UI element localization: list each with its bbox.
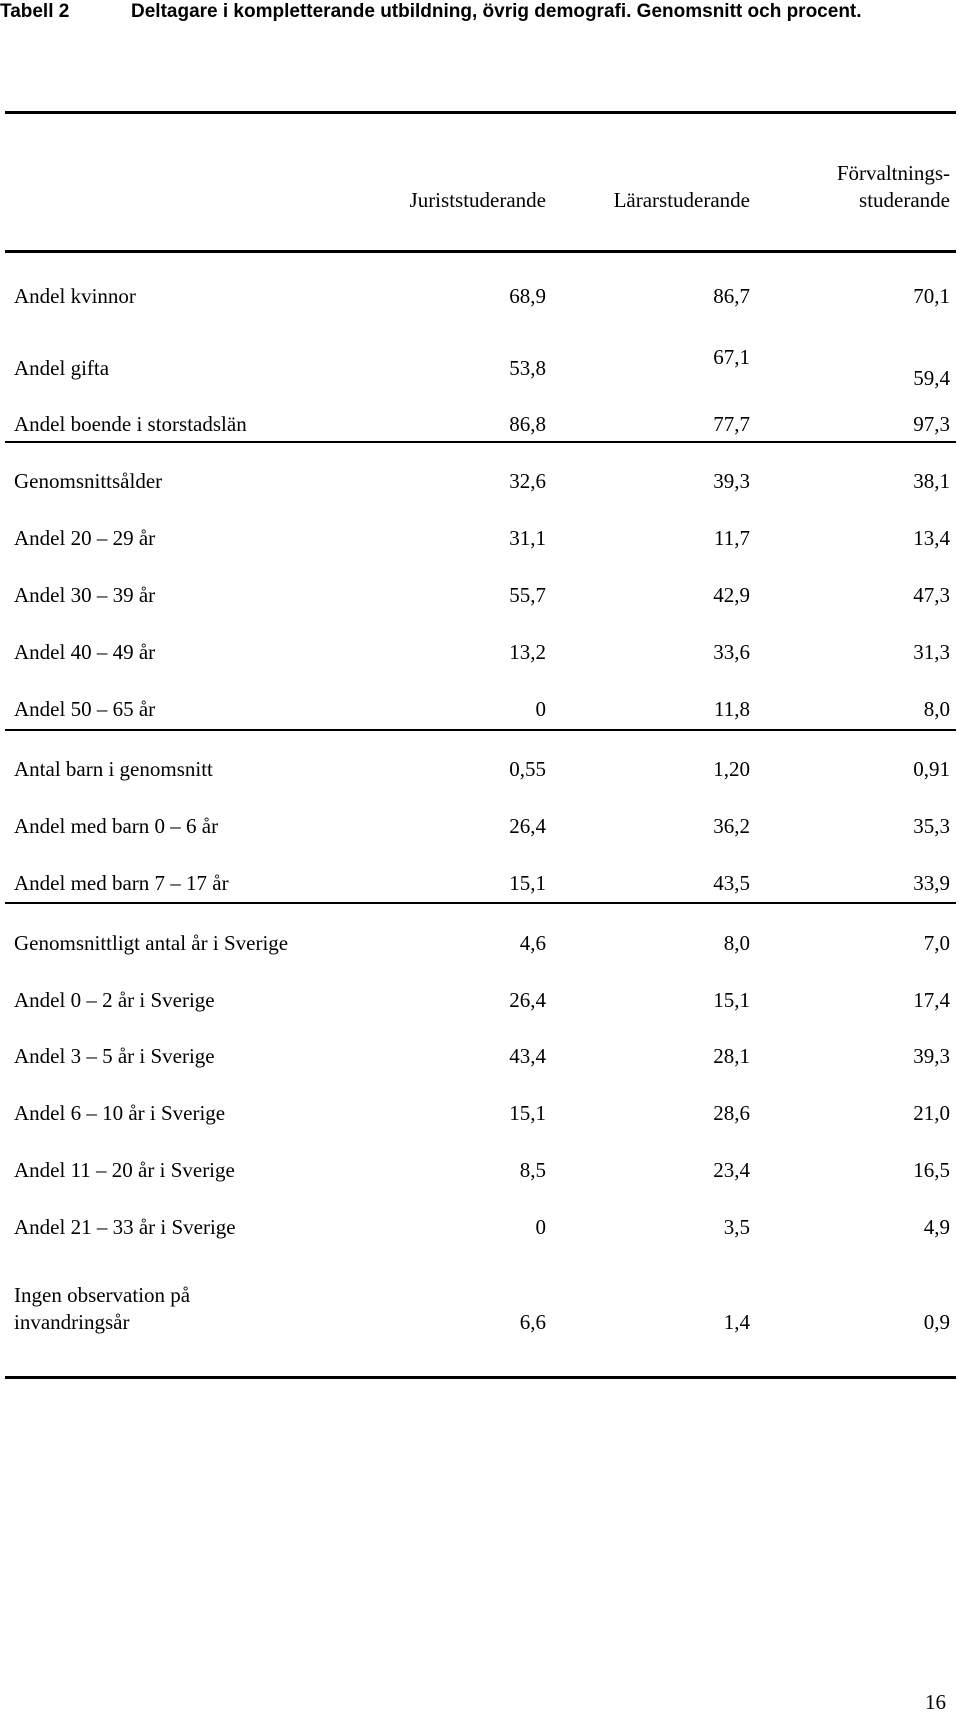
cell-lararstuderande: 1,4 (723, 1310, 750, 1334)
cell-forvaltningsstuderande: 35,3 (913, 814, 950, 838)
cell-forvaltningsstuderande: 0,9 (923, 1310, 950, 1334)
cell-juriststuderande: 32,6 (509, 469, 546, 493)
cell-juriststuderande: 15,1 (509, 1101, 546, 1125)
row-label: Andel boende i storstadslän (14, 412, 247, 436)
row-label: Andel 40 – 49 år (14, 640, 156, 664)
cell-forvaltningsstuderande: 39,3 (913, 1044, 950, 1068)
cell-juriststuderande: 4,6 (519, 931, 546, 955)
cell-forvaltningsstuderande: 38,1 (913, 469, 950, 493)
row-label: Andel 20 – 29 år (14, 526, 156, 550)
cell-forvaltningsstuderande: 4,9 (923, 1215, 950, 1239)
group-rule (5, 902, 956, 904)
cell-juriststuderande: 31,1 (509, 526, 546, 550)
cell-lararstuderande: 8,0 (723, 931, 750, 955)
cell-forvaltningsstuderande: 31,3 (913, 640, 950, 664)
cell-lararstuderande: 23,4 (713, 1158, 750, 1182)
cell-lararstuderande: 28,1 (713, 1044, 750, 1068)
cell-lararstuderande: 67,1 (713, 345, 750, 369)
group-rule (5, 729, 956, 731)
cell-lararstuderande: 28,6 (713, 1101, 750, 1125)
cell-juriststuderande: 53,8 (509, 356, 546, 380)
cell-lararstuderande: 39,3 (713, 469, 750, 493)
cell-lararstuderande: 43,5 (713, 871, 750, 895)
row-label-line1: Ingen observation på (14, 1283, 191, 1307)
cell-forvaltningsstuderande: 97,3 (913, 412, 950, 436)
cell-lararstuderande: 3,5 (723, 1215, 750, 1239)
cell-lararstuderande: 36,2 (713, 814, 750, 838)
group-rule (5, 441, 956, 443)
header-rule (5, 250, 956, 253)
row-label: Andel 50 – 65 år (14, 697, 156, 721)
cell-juriststuderande: 43,4 (509, 1044, 546, 1068)
cell-forvaltningsstuderande: 21,0 (913, 1101, 950, 1125)
page-number: 16 (925, 1690, 946, 1714)
cell-juriststuderande: 26,4 (509, 988, 546, 1012)
row-label-line2: invandringsår (14, 1310, 130, 1334)
cell-juriststuderande: 86,8 (509, 412, 546, 436)
top-rule (5, 111, 956, 114)
cell-forvaltningsstuderande: 47,3 (913, 583, 950, 607)
cell-forvaltningsstuderande: 33,9 (913, 871, 950, 895)
cell-lararstuderande: 77,7 (713, 412, 750, 436)
cell-juriststuderande: 6,6 (519, 1310, 546, 1334)
cell-juriststuderande: 0 (535, 697, 547, 721)
table-title: Deltagare i kompletterande utbildning, ö… (131, 1, 862, 22)
cell-forvaltningsstuderande: 8,0 (923, 697, 950, 721)
row-label: Andel kvinnor (14, 284, 136, 308)
header-forvaltningsstuderande-line2: studerande (859, 188, 950, 212)
header-juriststuderande: Juriststuderande (409, 188, 546, 212)
cell-juriststuderande: 15,1 (509, 871, 546, 895)
cell-juriststuderande: 26,4 (509, 814, 546, 838)
row-label: Andel 6 – 10 år i Sverige (14, 1101, 226, 1125)
row-label: Antal barn i genomsnitt (14, 757, 213, 781)
cell-forvaltningsstuderande: 59,4 (913, 366, 950, 390)
header-lararstuderande: Lärarstuderande (613, 188, 750, 212)
cell-lararstuderande: 42,9 (713, 583, 750, 607)
row-label: Andel 21 – 33 år i Sverige (14, 1215, 236, 1239)
row-label: Ingen observation på invandringsår (14, 1282, 190, 1336)
row-label: Andel 30 – 39 år (14, 583, 156, 607)
row-label: Andel 0 – 2 år i Sverige (14, 988, 215, 1012)
row-label: Andel med barn 7 – 17 år (14, 871, 229, 895)
row-label: Andel 3 – 5 år i Sverige (14, 1044, 215, 1068)
cell-forvaltningsstuderande: 0,91 (913, 757, 950, 781)
cell-juriststuderande: 55,7 (509, 583, 546, 607)
cell-forvaltningsstuderande: 70,1 (913, 284, 950, 308)
bottom-rule (5, 1376, 956, 1379)
header-forvaltningsstuderande-line1: Förvaltnings- (836, 161, 950, 185)
row-label: Genomsnittsålder (14, 469, 163, 493)
cell-juriststuderande: 0,55 (509, 757, 546, 781)
table-row-ingen-observation: Ingen observation på invandringsår 6,6 1… (0, 1282, 960, 1338)
table-number: Tabell 2 (0, 1, 70, 22)
cell-juriststuderande: 13,2 (509, 640, 546, 664)
cell-forvaltningsstuderande: 17,4 (913, 988, 950, 1012)
cell-forvaltningsstuderande: 13,4 (913, 526, 950, 550)
cell-juriststuderande: 0 (535, 1215, 547, 1239)
cell-forvaltningsstuderande: 16,5 (913, 1158, 950, 1182)
cell-juriststuderande: 8,5 (519, 1158, 546, 1182)
cell-lararstuderande: 86,7 (713, 284, 750, 308)
cell-lararstuderande: 1,20 (713, 757, 750, 781)
row-label: Andel gifta (14, 356, 110, 380)
cell-lararstuderande: 11,7 (714, 526, 750, 550)
cell-lararstuderande: 15,1 (713, 988, 750, 1012)
cell-forvaltningsstuderande: 7,0 (923, 931, 950, 955)
row-label: Andel 11 – 20 år i Sverige (14, 1158, 235, 1182)
cell-lararstuderande: 11,8 (714, 697, 750, 721)
header-forvaltningsstuderande: Förvaltnings- studerande (837, 160, 950, 214)
row-label: Genomsnittligt antal år i Sverige (14, 931, 289, 955)
cell-juriststuderande: 68,9 (509, 284, 546, 308)
cell-lararstuderande: 33,6 (713, 640, 750, 664)
row-label: Andel med barn 0 – 6 år (14, 814, 219, 838)
